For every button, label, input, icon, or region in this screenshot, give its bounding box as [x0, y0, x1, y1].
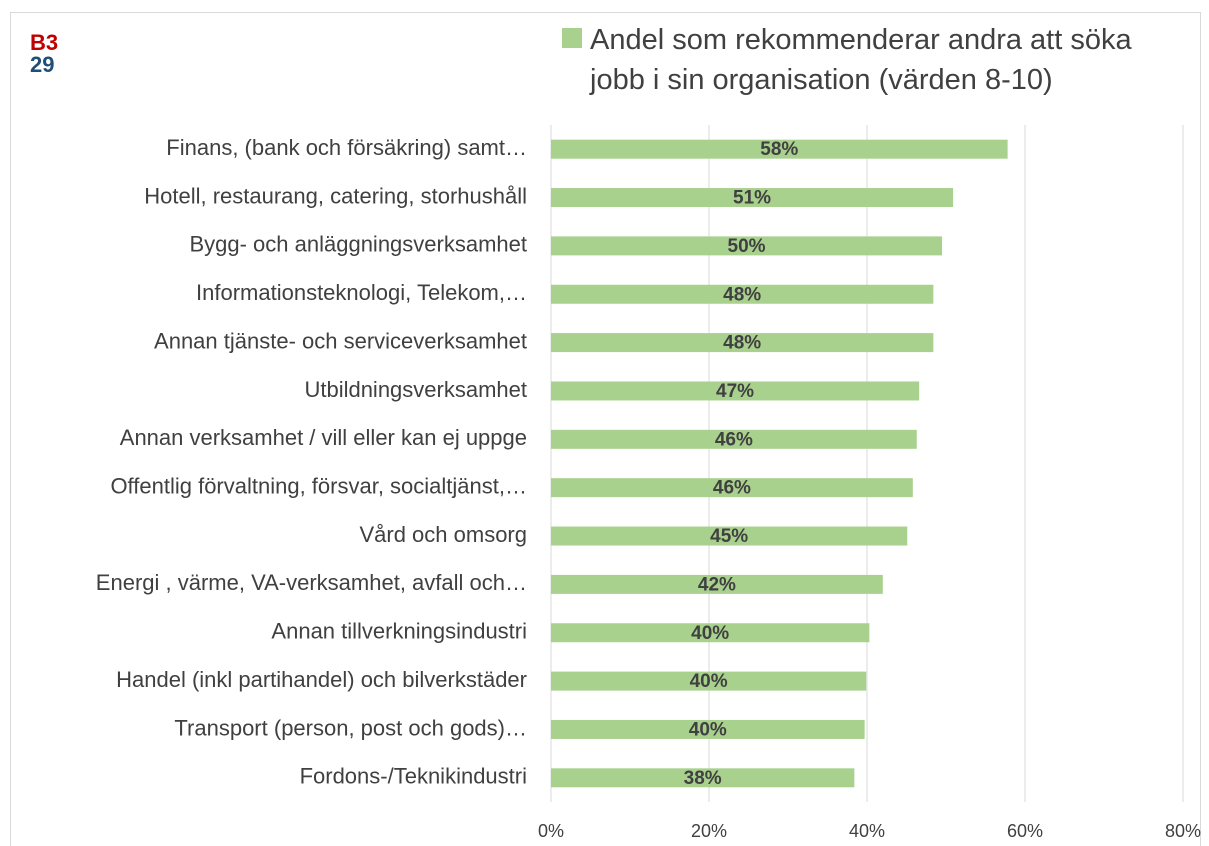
y-tick-label: Annan tjänste- och serviceverksamhet — [154, 328, 527, 353]
data-label: 48% — [723, 333, 761, 354]
y-tick-label: Utbildningsverksamhet — [304, 377, 527, 402]
bar — [551, 429, 917, 449]
chart-frame — [10, 12, 1201, 846]
data-label: 47% — [716, 381, 754, 402]
y-tick-label: Informationsteknologi, Telekom,… — [196, 280, 527, 305]
y-tick-label: Offentlig förvaltning, försvar, socialtj… — [110, 473, 527, 498]
bar — [551, 188, 954, 208]
bar — [551, 333, 934, 353]
y-tick-label: Annan verksamhet / vill eller kan ej upp… — [120, 425, 527, 450]
y-tick-label: Annan tillverkningsindustri — [271, 619, 527, 644]
data-label: 46% — [715, 429, 753, 450]
bar — [551, 284, 934, 304]
bar — [551, 139, 1008, 159]
bar — [551, 574, 883, 594]
x-tick-label: 40% — [849, 821, 885, 841]
y-tick-label: Vård och omsorg — [359, 522, 527, 547]
data-label: 48% — [723, 284, 761, 305]
data-label: 40% — [689, 719, 727, 740]
x-tick-label: 80% — [1165, 821, 1201, 841]
data-label: 40% — [691, 623, 729, 644]
bar — [551, 623, 870, 643]
x-tick-label: 60% — [1007, 821, 1043, 841]
y-tick-label: Transport (person, post och gods)… — [174, 715, 527, 740]
data-label: 45% — [710, 526, 748, 547]
data-label: 58% — [760, 139, 798, 160]
x-tick-label: 20% — [691, 821, 727, 841]
y-tick-label: Energi , värme, VA-verksamhet, avfall oc… — [96, 570, 527, 595]
bar — [551, 719, 865, 739]
number: 29 — [30, 52, 55, 77]
data-label: 50% — [728, 236, 766, 257]
data-label: 51% — [733, 188, 771, 209]
y-tick-label: Handel (inkl partihandel) och bilverkstä… — [116, 667, 527, 692]
code: B3 — [30, 30, 59, 55]
bar — [551, 768, 855, 788]
x-tick-label: 0% — [538, 821, 564, 841]
legend-swatch — [562, 28, 582, 48]
bar — [551, 478, 913, 498]
y-tick-label: Bygg- och anläggningsverksamhet — [189, 232, 527, 257]
legend: Andel som rekommenderar andra att söka j… — [562, 20, 1162, 100]
y-tick-label: Fordons-/Teknikindustri — [300, 764, 527, 789]
legend-label: Andel som rekommenderar andra att söka j… — [590, 24, 1132, 96]
y-tick-label: Hotell, restaurang, catering, storhushål… — [144, 183, 527, 208]
bar — [551, 526, 908, 546]
bar — [551, 236, 943, 256]
data-label: 42% — [698, 574, 736, 595]
data-label: 46% — [713, 478, 751, 499]
data-label: 40% — [690, 671, 728, 692]
data-label: 38% — [684, 768, 722, 789]
bar — [551, 671, 867, 691]
bar — [551, 381, 920, 401]
y-tick-label: Finans, (bank och försäkring) samt… — [166, 135, 527, 160]
